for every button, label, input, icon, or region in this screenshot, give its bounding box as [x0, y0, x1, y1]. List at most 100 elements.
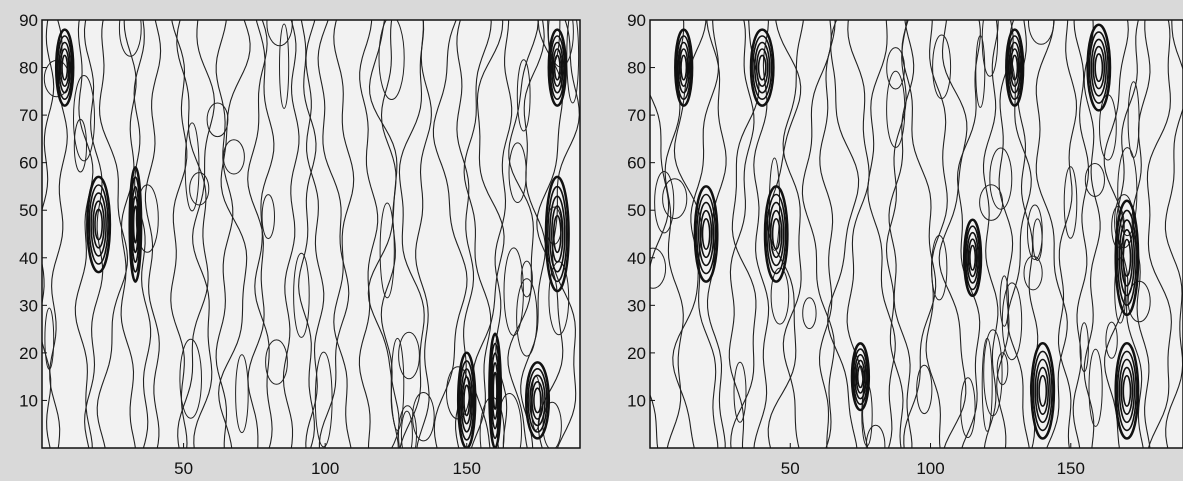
dense-contour-10 — [856, 365, 864, 389]
dense-contour-1 — [752, 35, 773, 101]
dense-contour-1 — [128, 166, 143, 283]
dense-contour-2 — [693, 185, 719, 283]
dense-contour-6 — [1122, 238, 1132, 277]
contour-loop — [999, 275, 1009, 327]
dense-contour-3 — [461, 376, 472, 425]
contour-strand — [818, 20, 836, 448]
dense-contour-2 — [61, 54, 69, 81]
contour-strand — [96, 20, 129, 448]
dense-contour-2 — [58, 41, 72, 94]
dense-contour-10 — [852, 348, 869, 406]
contour-strand — [827, 20, 860, 448]
contour-strand — [432, 20, 468, 448]
y-tick-label: 80 — [19, 59, 38, 78]
contour-loop — [1001, 282, 1023, 361]
contour-loop — [886, 47, 905, 90]
contour-loop — [235, 354, 249, 434]
dense-contour-4 — [490, 352, 500, 430]
dense-contour-4 — [1006, 35, 1023, 101]
y-tick-label: 30 — [627, 296, 646, 315]
contour-loop — [314, 351, 333, 448]
x-tick-label: 50 — [174, 459, 193, 478]
dense-contour-2 — [695, 193, 717, 275]
dense-contour-3 — [463, 384, 471, 417]
contour-loop — [916, 364, 933, 415]
contour-loop — [566, 20, 580, 104]
contour-loop — [293, 252, 310, 338]
contour-strand — [1146, 20, 1172, 448]
contour-loop — [989, 147, 1013, 210]
dense-contour-5 — [547, 185, 568, 283]
dense-contour-1 — [757, 54, 767, 81]
dense-contour-1 — [753, 41, 771, 94]
contour-strand — [690, 20, 720, 448]
contour-strand — [1007, 20, 1032, 448]
dense-contour-2 — [701, 218, 711, 251]
contour-strand — [996, 20, 1014, 448]
contour-strand — [782, 20, 804, 448]
contour-strand — [938, 20, 968, 448]
y-tick-label: 10 — [19, 391, 38, 410]
contour-loop — [960, 377, 976, 439]
contour-loop — [279, 23, 290, 109]
dense-contour-0 — [94, 208, 103, 241]
contour-strand — [282, 20, 300, 448]
dense-contour-7 — [531, 380, 544, 420]
dense-contour-3 — [458, 360, 475, 441]
dense-contour-5 — [548, 195, 566, 273]
contour-loop — [516, 278, 538, 357]
dense-contour-2 — [697, 201, 715, 267]
dense-contour-7 — [1034, 358, 1051, 424]
dense-contour-6 — [553, 54, 561, 81]
dense-contour-2 — [54, 28, 75, 107]
dense-contour-4 — [489, 342, 501, 440]
dense-contour-10 — [854, 353, 867, 400]
contour-loop — [802, 297, 817, 330]
y-tick-label: 40 — [19, 249, 38, 268]
x-tick-label: 50 — [781, 459, 800, 478]
dense-contour-8 — [1114, 342, 1140, 440]
contour-panel-1: 10 20 30 40 50 60 70 80 90 50 100 150 — [19, 11, 581, 478]
contour-strand — [463, 20, 492, 448]
contour-strand — [494, 20, 513, 448]
y-tick-label: 90 — [627, 11, 646, 30]
dense-contour-10 — [850, 342, 871, 412]
dense-contour-9 — [967, 238, 978, 278]
y-tick-label: 20 — [19, 344, 38, 363]
contour-loop — [398, 331, 420, 380]
dense-contour-4 — [1011, 54, 1019, 81]
plot-frame — [41, 19, 581, 449]
contour-lines — [42, 20, 580, 448]
contour-loop — [400, 410, 413, 448]
y-tick-label: 70 — [627, 106, 646, 125]
dense-contour-5 — [550, 205, 564, 263]
dense-contour-9 — [966, 231, 979, 284]
dense-contour-7 — [529, 374, 546, 427]
contour-loop — [1084, 163, 1106, 197]
dense-contour-6 — [1118, 219, 1136, 297]
contour-strand — [867, 20, 896, 448]
contour-strand — [1083, 20, 1101, 448]
contour-loop — [932, 34, 952, 100]
dense-contour-6 — [547, 28, 568, 107]
dense-contour-3 — [767, 201, 785, 267]
dense-contour-1 — [129, 176, 141, 273]
dense-contour-8 — [1122, 374, 1132, 407]
contour-strand — [305, 20, 325, 448]
dense-contour-6 — [552, 48, 563, 88]
dense-contour-0 — [674, 28, 694, 107]
contour-loop — [1105, 321, 1118, 359]
contour-strand — [901, 20, 937, 448]
contour-strand — [144, 20, 162, 448]
contour-strand — [728, 20, 755, 448]
dense-contour-7 — [524, 361, 551, 440]
contour-loop — [118, 20, 142, 57]
dense-contour-3 — [769, 209, 783, 259]
contour-strand — [1131, 20, 1151, 448]
dense-contour-1 — [132, 205, 138, 244]
dense-contour-2 — [59, 48, 70, 88]
dense-contour-7 — [1038, 374, 1048, 407]
y-tick-label: 30 — [19, 296, 38, 315]
contour-strand — [1072, 20, 1090, 448]
